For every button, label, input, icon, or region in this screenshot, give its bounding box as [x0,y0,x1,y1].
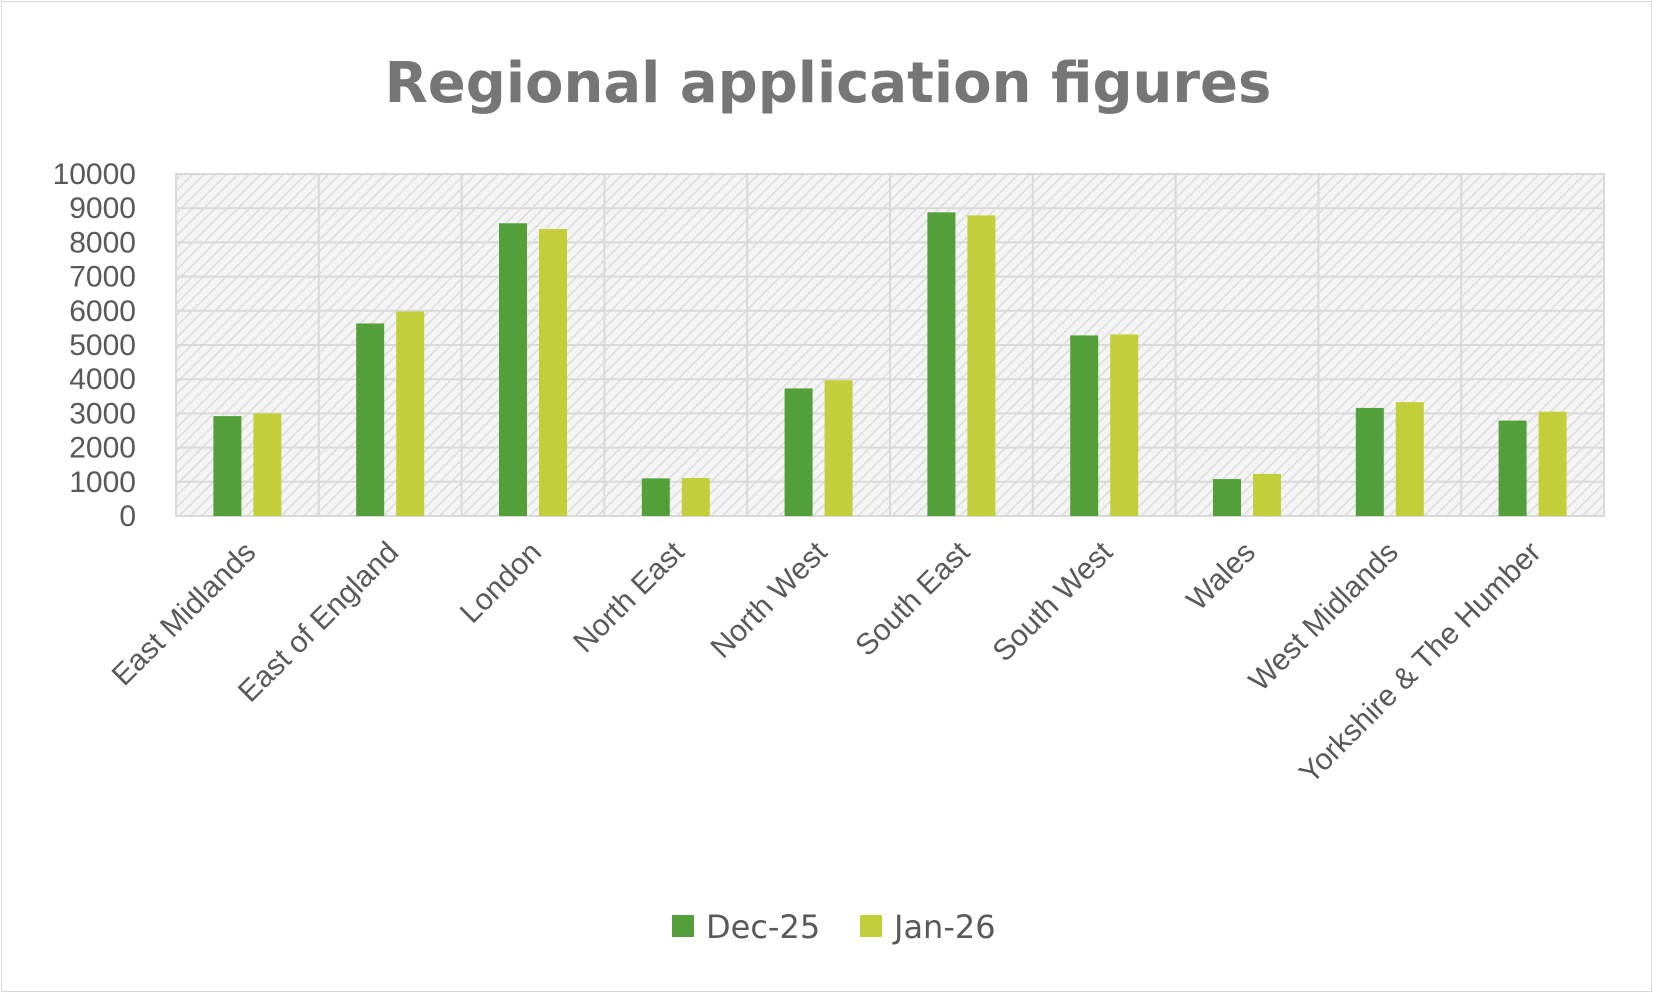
y-tick-label: 1000 [69,466,136,499]
x-tick-label: South West [987,535,1120,668]
bar-jan-26 [396,311,425,516]
y-tick-label: 4000 [69,363,136,396]
x-tick-label: London [454,536,548,630]
bar-jan-26 [1110,334,1139,516]
bar-jan-26 [539,229,567,516]
legend-swatch [672,915,694,937]
bar-dec-25 [1070,335,1099,516]
bar-dec-25 [1498,420,1527,516]
y-tick-label: 2000 [69,432,136,465]
bar-jan-26 [681,478,710,516]
legend-swatch [860,915,882,937]
x-tick-label: South East [849,535,977,663]
bar-dec-25 [641,478,670,516]
bar-dec-25 [356,323,385,516]
x-tick-label: Wales [1180,536,1261,617]
y-tick-label: 5000 [69,329,136,362]
bar-jan-26 [1253,473,1281,516]
y-tick-label: 6000 [69,295,136,328]
bar-jan-26 [253,413,282,516]
bar-dec-25 [1213,479,1241,516]
legend: Dec-25 Jan-26 [672,908,996,946]
legend-label: Jan-26 [892,908,996,946]
y-tick-label: 9000 [69,192,136,225]
bar-jan-26 [1538,411,1567,516]
bar-dec-25 [213,416,242,516]
legend-label: Dec-25 [706,908,820,946]
chart-title: Regional application figures [385,51,1272,116]
bar-dec-25 [784,388,813,516]
x-tick-label: North East [567,535,691,659]
y-tick-label: 7000 [69,261,136,294]
y-tick-label: 0 [119,500,136,533]
y-axis: 0100020003000400050006000700080009000100… [53,158,136,533]
x-tick-label: East Midlands [106,536,263,693]
y-tick-label: 10000 [53,158,136,191]
bar-jan-26 [1395,402,1424,516]
bar-dec-25 [1355,407,1384,516]
y-tick-label: 8000 [69,226,136,259]
x-tick-label: West Midlands [1243,536,1405,698]
bar-jan-26 [824,380,853,516]
y-tick-label: 3000 [69,397,136,430]
bar-dec-25 [499,223,527,517]
x-tick-label: Yorkshire & The Humber [1293,536,1547,790]
bars [213,212,1567,517]
bar-dec-25 [927,212,956,516]
x-tick-label: North West [705,535,835,665]
bar-jan-26 [967,215,996,516]
